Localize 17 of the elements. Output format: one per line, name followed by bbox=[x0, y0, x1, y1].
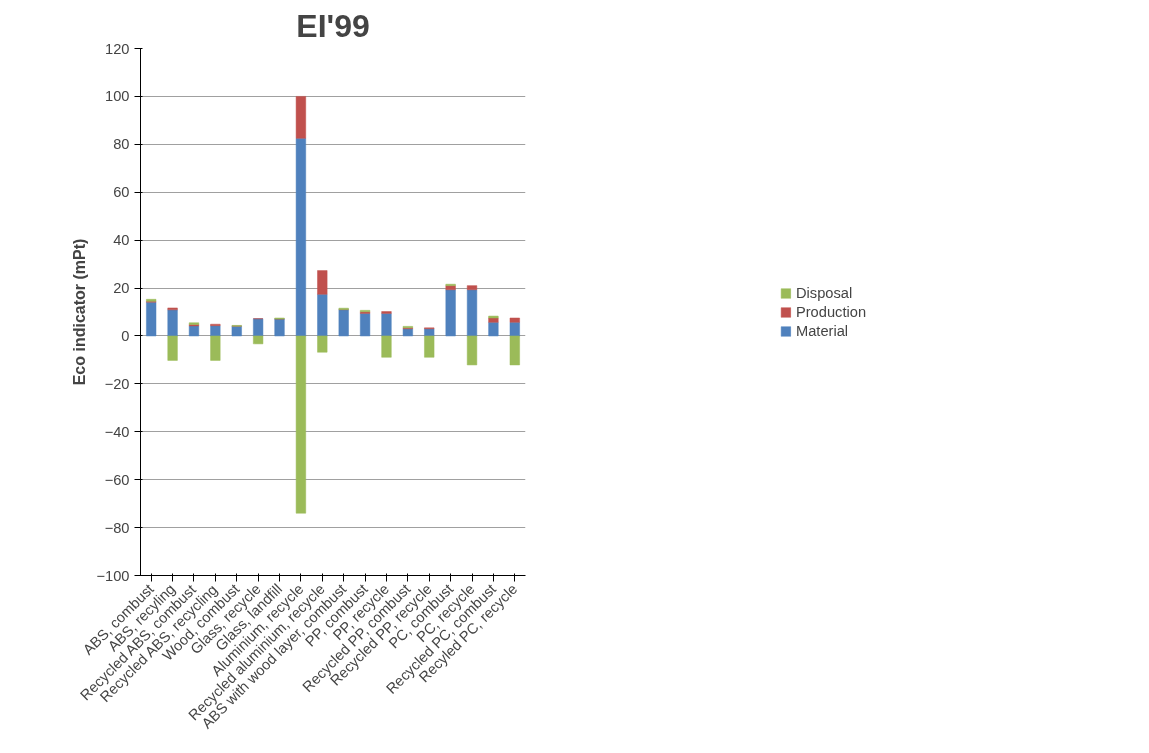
y-tick-label: 80 bbox=[113, 136, 130, 153]
y-axis-title: Eco indicator (mPt) bbox=[71, 238, 89, 386]
legend-label: Material bbox=[795, 322, 849, 339]
y-tick-label: −20 bbox=[104, 375, 130, 392]
y-tick-label: 100 bbox=[105, 88, 130, 105]
chart-title: EI'99 bbox=[296, 7, 370, 44]
y-tick-label: 60 bbox=[113, 184, 130, 201]
y-tick-label: −100 bbox=[96, 567, 130, 584]
y-tick-label: 40 bbox=[113, 232, 130, 249]
y-tick-label: 20 bbox=[113, 280, 130, 297]
legend-label: Production bbox=[795, 303, 867, 320]
y-tick-label: −80 bbox=[104, 519, 130, 536]
legend-label: Disposal bbox=[795, 284, 853, 301]
y-tick-label: 120 bbox=[105, 40, 130, 57]
y-tick-label: 0 bbox=[121, 327, 130, 344]
y-tick-label: −60 bbox=[104, 471, 130, 488]
y-tick-label: −40 bbox=[104, 423, 130, 440]
